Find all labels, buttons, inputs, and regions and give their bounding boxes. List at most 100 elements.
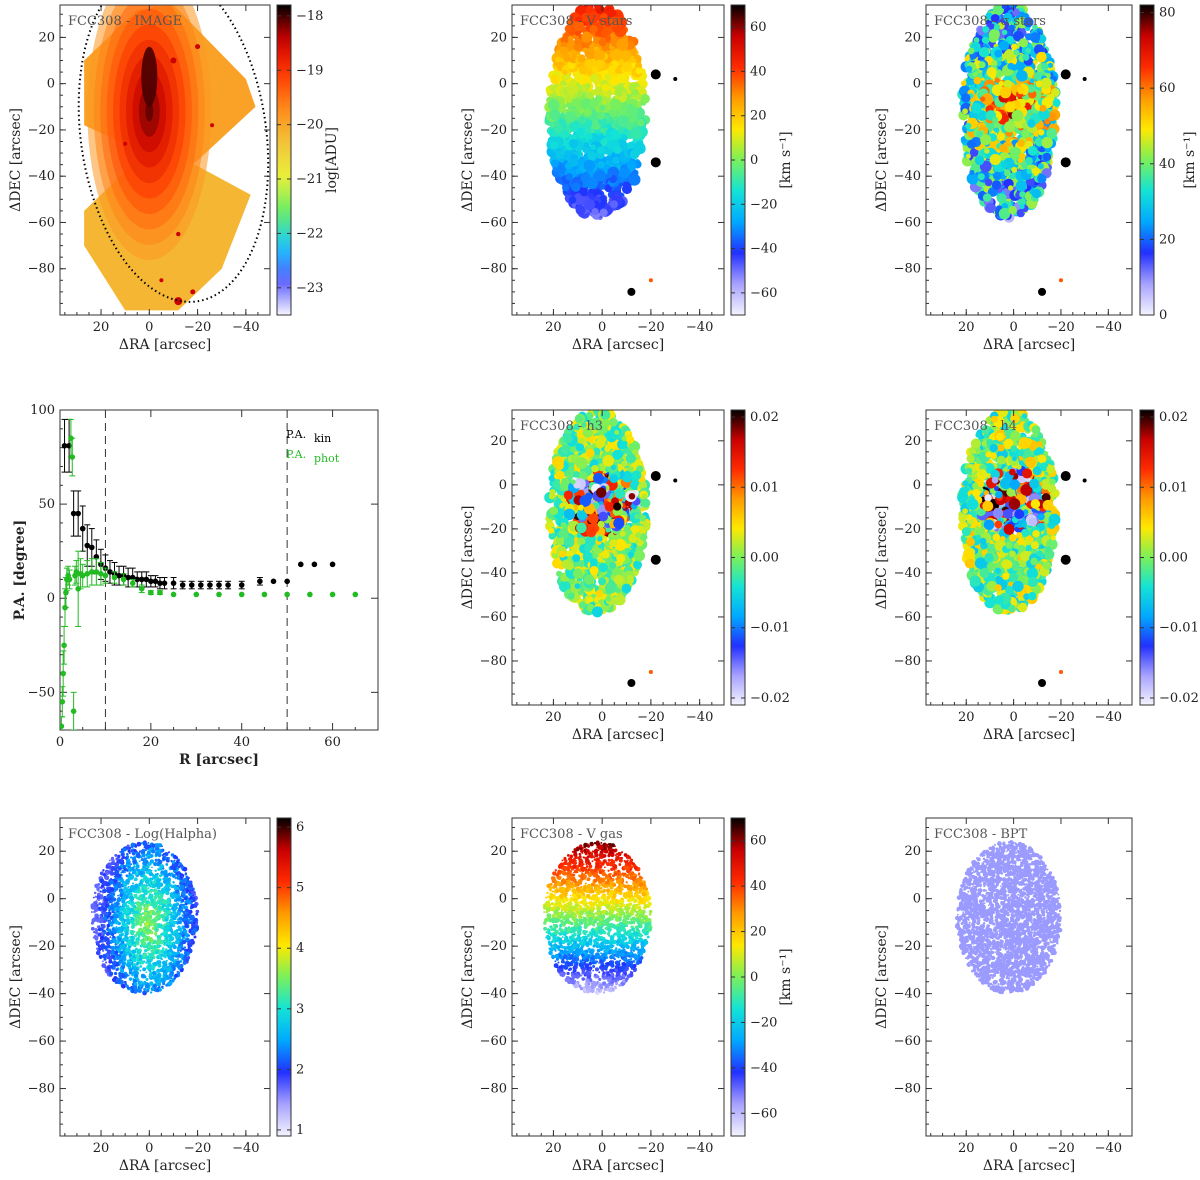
map-source: [1060, 157, 1071, 168]
colorbar-tick-label: −0.01: [750, 621, 790, 636]
map-pixel: [574, 595, 580, 601]
data-point: [61, 642, 67, 649]
map-pixel: [1026, 168, 1032, 175]
y-tick-label: −80: [28, 262, 55, 277]
map-pixel: [987, 187, 998, 197]
map-pixel: [609, 108, 618, 118]
map-pixel: [574, 583, 581, 589]
colorbar-tick-label: 80: [1159, 6, 1176, 21]
map-pixel: [1016, 70, 1028, 82]
x-tick-label: 20: [545, 320, 562, 335]
map-pixel: [626, 574, 634, 582]
data-layer: [60, 418, 359, 730]
map-pixel: [1042, 152, 1052, 162]
map-pixel: [590, 459, 599, 467]
map-pixel: [583, 574, 595, 585]
data-point: [284, 578, 290, 585]
map-pixel: [978, 61, 986, 69]
map-pixel: [559, 46, 569, 56]
map-pixel: [598, 511, 609, 522]
map-pixel: [558, 550, 567, 558]
map-pixel: [616, 38, 629, 51]
map-pixel: [613, 145, 622, 155]
panel-v-stars: 20 0 −20 −40 20 0 −20 −40 −60 −80 ΔRA [arcsec] ΔDEC…: [460, 4, 794, 353]
map-pixel: [1041, 136, 1053, 149]
data-point: [157, 589, 163, 596]
galaxy-core: [141, 46, 158, 107]
map-pixel: [559, 112, 566, 119]
map-pixel: [969, 85, 975, 91]
x-tick-label: −40: [686, 710, 713, 725]
map-pixel: [1008, 24, 1015, 31]
x-tick-label: 60: [324, 735, 341, 750]
map-pixel: [989, 153, 1001, 166]
data-point: [216, 582, 222, 588]
map-pixel: [599, 183, 606, 190]
map-pixel: [587, 513, 599, 524]
map-pixel: [606, 172, 613, 178]
y-tick-label: −50: [28, 685, 55, 700]
map-pixel: [601, 550, 610, 559]
y-tick-label: 0: [47, 77, 55, 92]
colorbar-tick-label: −22: [296, 226, 323, 241]
map-pixel: [1004, 101, 1016, 113]
data-point: [329, 591, 336, 598]
map-pixel: [1003, 49, 1016, 61]
map-pixel: [1019, 203, 1025, 210]
map-pixel: [1001, 161, 1008, 168]
map-pixel: [1003, 169, 1011, 177]
map-pixel: [576, 522, 587, 534]
map-pixel: [631, 470, 642, 481]
map-pixel: [1021, 129, 1030, 139]
colorbar-tick-label: 0.01: [750, 480, 779, 495]
data-point: [157, 580, 163, 586]
colorbar-tick-label: 0.00: [750, 551, 779, 566]
map-pixel: [562, 69, 568, 75]
data-point: [311, 561, 318, 568]
map-pixel: [620, 460, 628, 467]
map-pixel: [555, 470, 565, 480]
map-pixel: [583, 159, 596, 172]
map-pixel: [980, 134, 992, 146]
map-pixel: [961, 93, 971, 103]
map-source: [1082, 77, 1087, 82]
map-pixel: [593, 472, 604, 484]
map-pixel: [565, 173, 573, 181]
map-source: [648, 669, 653, 674]
map-pixel: [627, 106, 638, 117]
map-pixel: [1037, 163, 1044, 170]
map-pixel: [629, 149, 640, 160]
map-pixel: [641, 498, 651, 508]
map-pixel: [612, 157, 619, 164]
data-point: [307, 591, 313, 598]
x-tick-label: 0: [56, 735, 64, 750]
map-pixel: [641, 493, 648, 500]
colorbar-tick-label: −20: [296, 118, 323, 133]
map-pixel: [584, 544, 593, 553]
map-pixel: [991, 60, 998, 67]
map-pixel: [593, 447, 601, 456]
data-point: [297, 561, 304, 568]
map-pixel: [998, 40, 1010, 51]
x-tick-label: 20: [93, 320, 110, 335]
colorbar-tick-label: 20: [750, 109, 767, 124]
panel-image: 20 0 −20 −40 20 0 −20 −40 −60 −80 ΔRA [arcsec] ΔDEC…: [8, 4, 340, 353]
map-pixel: [1017, 197, 1026, 206]
data-point: [60, 723, 65, 730]
map-pixel: [614, 488, 626, 499]
x-tick-label: 0: [145, 320, 153, 335]
map-pixel: [560, 41, 568, 49]
map-pixel: [621, 134, 629, 141]
map-pixel: [1051, 88, 1060, 97]
map-pixel: [564, 25, 572, 32]
map-pixel: [614, 594, 626, 606]
map-pixel: [563, 433, 573, 444]
map-pixel: [584, 48, 596, 59]
map-pixel: [998, 207, 1011, 220]
data-point: [107, 569, 113, 575]
map-pixel: [577, 54, 586, 63]
map-pixel: [974, 155, 985, 166]
map-pixel: [575, 72, 583, 80]
map-pixel: [1037, 174, 1047, 184]
colorbar-tick-label: 0: [750, 153, 758, 168]
